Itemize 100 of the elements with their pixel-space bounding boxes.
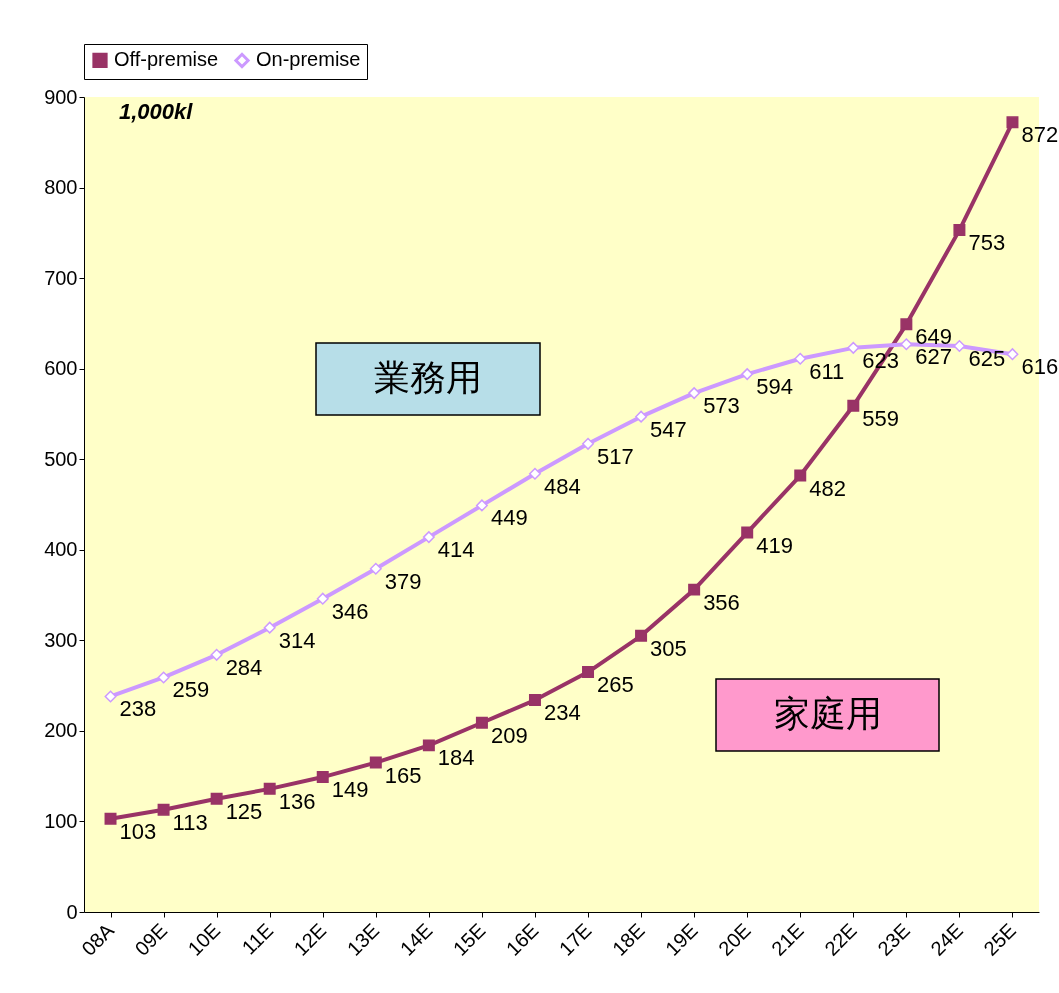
data-label: 165 (384, 762, 422, 788)
x-tick-label: 22E (820, 919, 861, 960)
data-label: 414 (437, 537, 475, 563)
y-tick-label: 100 (44, 809, 78, 832)
x-tick-label: 15E (448, 919, 490, 960)
x-tick-label: 21E (767, 919, 808, 960)
data-label: 259 (172, 677, 210, 703)
annotation: 家庭用 (773, 693, 882, 734)
data-label: 482 (809, 475, 846, 501)
data-label: 305 (650, 635, 687, 661)
legend-label: On-premise (256, 48, 361, 71)
data-label: 234 (543, 700, 581, 726)
point (741, 368, 754, 381)
point (794, 352, 807, 365)
point (847, 399, 860, 412)
point (422, 531, 435, 544)
point (157, 803, 170, 816)
point (157, 671, 170, 684)
point (794, 469, 807, 482)
data-label: 753 (968, 230, 1006, 256)
x-tick-label: 25E (979, 919, 1021, 960)
x-tick-label: 10E (183, 919, 225, 960)
y-tick-label: 900 (44, 85, 78, 108)
x-tick-label: 13E (342, 919, 384, 960)
x-tick-label: 24E (926, 919, 967, 960)
point (1006, 116, 1019, 129)
x-tick-label: 19E (660, 919, 702, 960)
x-tick-label: 11E (237, 919, 278, 959)
data-label: 149 (331, 777, 369, 803)
data-label: 265 (597, 672, 634, 698)
point (316, 592, 329, 605)
point (528, 467, 541, 480)
point (104, 690, 117, 703)
point (953, 340, 966, 353)
data-label: 103 (119, 818, 157, 844)
point (263, 782, 276, 795)
point (688, 583, 701, 596)
point (210, 792, 223, 805)
data-label: 517 (597, 443, 634, 469)
data-label: 594 (756, 374, 793, 400)
x-tick-label: 16E (501, 919, 543, 960)
annotation: 1,000kl (119, 99, 194, 124)
x-tick-label: 09E (130, 919, 172, 960)
annotation: 業務用 (374, 357, 482, 398)
y-tick-label: 600 (44, 357, 78, 380)
point (475, 716, 488, 729)
x-tick-label: 12E (289, 919, 331, 960)
data-label: 356 (703, 589, 740, 615)
data-label: 346 (331, 598, 369, 624)
x-tick-label: 17E (554, 919, 596, 960)
data-label: 238 (119, 696, 157, 722)
point (635, 410, 648, 423)
data-label: 284 (225, 654, 263, 680)
point (688, 387, 701, 400)
data-label: 419 (756, 532, 793, 558)
data-label: 573 (703, 393, 740, 419)
x-tick-label: 08A (77, 918, 119, 960)
point (316, 771, 329, 784)
point (953, 224, 966, 237)
y-tick-label: 300 (44, 628, 78, 651)
point (741, 526, 754, 539)
y-tick-label: 800 (44, 176, 78, 199)
x-tick-label: 18E (607, 919, 649, 960)
data-label: 625 (968, 346, 1006, 372)
point (1006, 348, 1019, 361)
point (528, 694, 541, 707)
point (475, 499, 488, 512)
point (900, 318, 913, 331)
point (422, 739, 435, 752)
data-label: 616 (1021, 354, 1059, 380)
data-label: 547 (650, 416, 687, 442)
data-label: 611 (809, 358, 845, 384)
data-label: 379 (384, 568, 422, 594)
point (263, 621, 276, 634)
point (582, 666, 595, 679)
data-label: 113 (172, 809, 208, 835)
y-tick-label: 200 (44, 719, 78, 742)
data-label: 125 (225, 798, 263, 824)
point (582, 437, 595, 450)
data-label: 449 (490, 505, 528, 531)
y-tick-label: 400 (44, 538, 78, 561)
y-tick-label: 700 (44, 266, 78, 289)
x-tick-label: 14E (395, 919, 437, 960)
point (635, 629, 648, 642)
data-label: 872 (1021, 122, 1059, 148)
y-tick-label: 0 (66, 900, 78, 923)
legend-label: Off-premise (114, 48, 219, 71)
data-label: 209 (490, 722, 528, 748)
data-label: 559 (862, 405, 900, 431)
data-label: 314 (278, 627, 316, 653)
x-tick-label: 23E (873, 919, 914, 960)
data-label: 136 (278, 788, 316, 814)
data-label: 184 (437, 745, 475, 771)
x-tick-label: 20E (714, 919, 755, 960)
y-tick-label: 500 (44, 447, 78, 470)
point (369, 756, 382, 769)
point (369, 562, 382, 575)
point (210, 648, 223, 661)
point (104, 812, 117, 825)
data-label: 484 (543, 473, 581, 499)
